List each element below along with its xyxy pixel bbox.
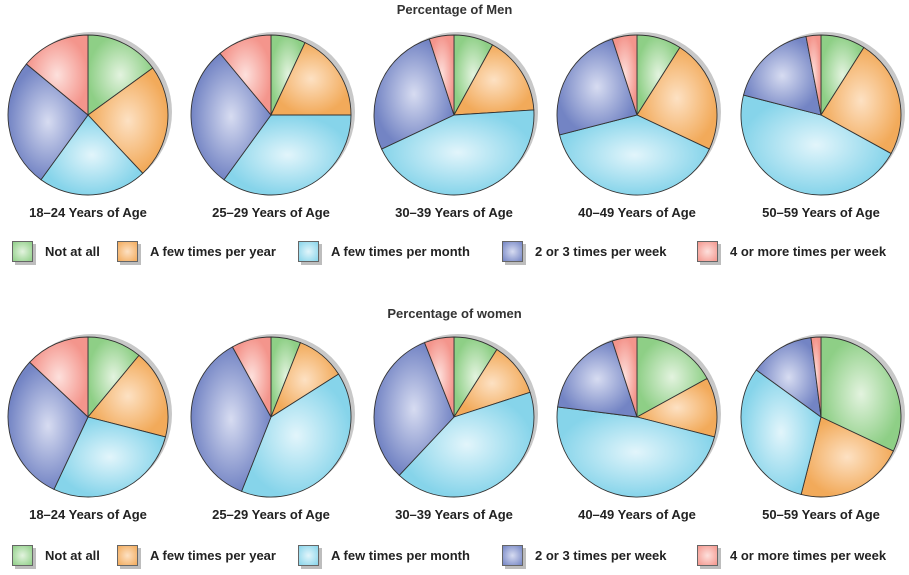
legend-swatch xyxy=(502,544,523,566)
pie-women-2 xyxy=(373,334,538,498)
legend-label: Not at all xyxy=(45,243,100,259)
legend-label: 2 or 3 times per week xyxy=(535,243,667,259)
legend-item-few-per-year: A few times per year xyxy=(117,238,276,264)
pie-slice-two-three-per-week xyxy=(742,35,822,116)
pie-slice-four-plus-per-week xyxy=(611,336,638,418)
legend-item-four-plus-per-week: 4 or more times per week xyxy=(697,542,886,568)
legend-item-few-per-year: A few times per year xyxy=(117,542,276,568)
pie-men-0 xyxy=(7,32,172,196)
pie-slice-four-plus-per-week xyxy=(25,34,89,116)
pie-slice-few-per-month xyxy=(40,114,144,196)
pie-men-4 xyxy=(740,32,905,196)
legend-swatch xyxy=(117,544,138,566)
pie-label: 30–39 Years of Age xyxy=(395,507,513,522)
pie-slice-four-plus-per-week xyxy=(611,34,638,116)
pie-slice-few-per-month xyxy=(558,114,710,196)
pie-slice-few-per-year xyxy=(87,354,169,438)
pie-men-2 xyxy=(373,32,538,196)
pie-label: 18–24 Years of Age xyxy=(29,507,147,522)
pie-slice-few-per-month xyxy=(740,369,822,496)
pie-women-1 xyxy=(190,334,355,498)
pie-slice-few-per-month xyxy=(740,94,892,196)
pie-slice-few-per-year xyxy=(635,377,718,438)
legend-item-few-per-month: A few times per month xyxy=(298,238,470,264)
pie-slice-two-three-per-week xyxy=(7,361,89,490)
pie-slice-few-per-month xyxy=(53,416,167,498)
pie-men-1 xyxy=(190,32,355,196)
legend-swatch xyxy=(502,240,523,262)
legend-swatch xyxy=(697,544,718,566)
pie-slice-four-plus-per-week xyxy=(423,336,455,418)
legend-item-two-three-per-week: 2 or 3 times per week xyxy=(502,238,667,264)
legend-label: Not at all xyxy=(45,547,100,563)
chart-title-women: Percentage of women xyxy=(387,306,522,321)
pie-slice-two-three-per-week xyxy=(190,346,272,492)
pie-label: 40–49 Years of Age xyxy=(578,507,696,522)
pie-slice-four-plus-per-week xyxy=(219,34,272,117)
legend-swatch xyxy=(298,240,319,262)
pie-slice-few-per-month xyxy=(556,406,716,498)
pie-slice-four-plus-per-week xyxy=(29,336,89,419)
pie-slice-few-per-month xyxy=(223,114,352,196)
pie-slice-four-plus-per-week xyxy=(810,336,822,418)
pie-label: 50–59 Years of Age xyxy=(762,205,880,220)
legend-label: A few times per year xyxy=(150,547,276,563)
legend-item-not-at-all: Not at all xyxy=(12,238,100,264)
legend-label: 4 or more times per week xyxy=(730,243,887,259)
pie-group-men: 18–24 Years of Age 25–29 Years of Age 30–3… xyxy=(7,32,905,220)
legend-item-four-plus-per-week: 4 or more times per week xyxy=(697,238,886,264)
pie-slice-few-per-year xyxy=(820,46,902,155)
legend-swatch xyxy=(697,240,718,262)
pie-slice-four-plus-per-week xyxy=(428,34,455,116)
pie-slice-not-at-all xyxy=(636,336,708,418)
pie-slice-few-per-year xyxy=(87,67,169,174)
pie-slice-few-per-year xyxy=(800,416,894,498)
pie-group-women: 18–24 Years of Age 25–29 Years of Age 30–3… xyxy=(7,334,905,522)
legend-item-few-per-month: A few times per month xyxy=(298,542,470,568)
legend-item-two-three-per-week: 2 or 3 times per week xyxy=(502,542,667,568)
pie-women-3 xyxy=(556,334,721,498)
pie-slice-two-three-per-week xyxy=(556,38,638,136)
pie-label: 40–49 Years of Age xyxy=(578,205,696,220)
pie-slice-four-plus-per-week xyxy=(231,336,272,418)
legend-label: A few times per year xyxy=(150,243,276,259)
pie-slice-few-per-year xyxy=(453,44,535,116)
pie-slice-two-three-per-week xyxy=(373,38,455,150)
pie-women-0 xyxy=(7,334,172,498)
legend-swatch xyxy=(12,544,33,566)
pie-slice-not-at-all xyxy=(87,34,154,116)
pie-label: 50–59 Years of Age xyxy=(762,507,880,522)
pie-label: 25–29 Years of Age xyxy=(212,205,330,220)
pie-slice-few-per-month xyxy=(240,373,352,498)
pie-label: 30–39 Years of Age xyxy=(395,205,513,220)
legend-swatch xyxy=(298,544,319,566)
legend-label: 4 or more times per week xyxy=(730,547,887,563)
pie-men-3 xyxy=(556,32,721,196)
pie-slice-few-per-year xyxy=(270,42,352,116)
legend-men: Not at all A few times per year A few time… xyxy=(0,238,909,264)
pie-slice-two-three-per-week xyxy=(373,342,455,476)
legend-swatch xyxy=(12,240,33,262)
legend-label: 2 or 3 times per week xyxy=(535,547,667,563)
pie-slice-two-three-per-week xyxy=(7,63,89,181)
pie-slice-two-three-per-week xyxy=(557,340,638,418)
pie-women-4 xyxy=(740,334,905,498)
pie-slice-two-three-per-week xyxy=(755,337,822,418)
legend-label: A few times per month xyxy=(331,547,470,563)
pie-slice-few-per-month xyxy=(398,391,535,498)
pie-label: 18–24 Years of Age xyxy=(29,205,147,220)
legend-label: A few times per month xyxy=(331,243,470,259)
pie-slice-four-plus-per-week xyxy=(805,34,822,116)
legend-item-not-at-all: Not at all xyxy=(12,542,100,568)
chart-title-men: Percentage of Men xyxy=(396,2,513,17)
pie-slice-few-per-year xyxy=(636,46,718,150)
legend-women: Not at all A few times per year A few time… xyxy=(0,542,909,568)
legend-swatch xyxy=(117,240,138,262)
pie-label: 25–29 Years of Age xyxy=(212,507,330,522)
pie-slice-not-at-all xyxy=(820,336,902,452)
pie-slice-two-three-per-week xyxy=(190,52,272,181)
